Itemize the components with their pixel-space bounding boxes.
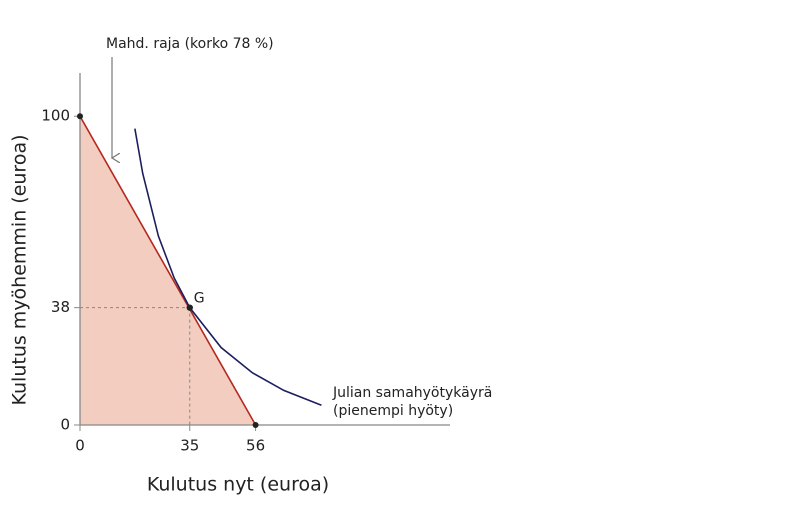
curve-label: Julian samahyötykäyrä: [332, 385, 492, 401]
annotation: Mahd. raja (korko 78 %): [106, 36, 274, 52]
y-tick-label: 100: [41, 107, 70, 125]
x-tick-label: 35: [180, 437, 199, 455]
endpoint: [77, 113, 83, 120]
x-axis-title: Kulutus nyt (euroa): [147, 474, 329, 496]
y-tick-label: 0: [60, 416, 70, 434]
point-g: [186, 304, 193, 311]
x-tick-label: 56: [246, 437, 265, 455]
point-label: G: [194, 291, 205, 307]
x-tick-label: 0: [75, 437, 85, 455]
y-tick-label: 38: [51, 298, 70, 316]
endpoint: [252, 422, 259, 428]
curve-note: (pienempi hyöty): [333, 403, 453, 419]
series-line: [79, 115, 257, 426]
y-axis-title: Kulutus myöhemmin (euroa): [9, 134, 31, 405]
